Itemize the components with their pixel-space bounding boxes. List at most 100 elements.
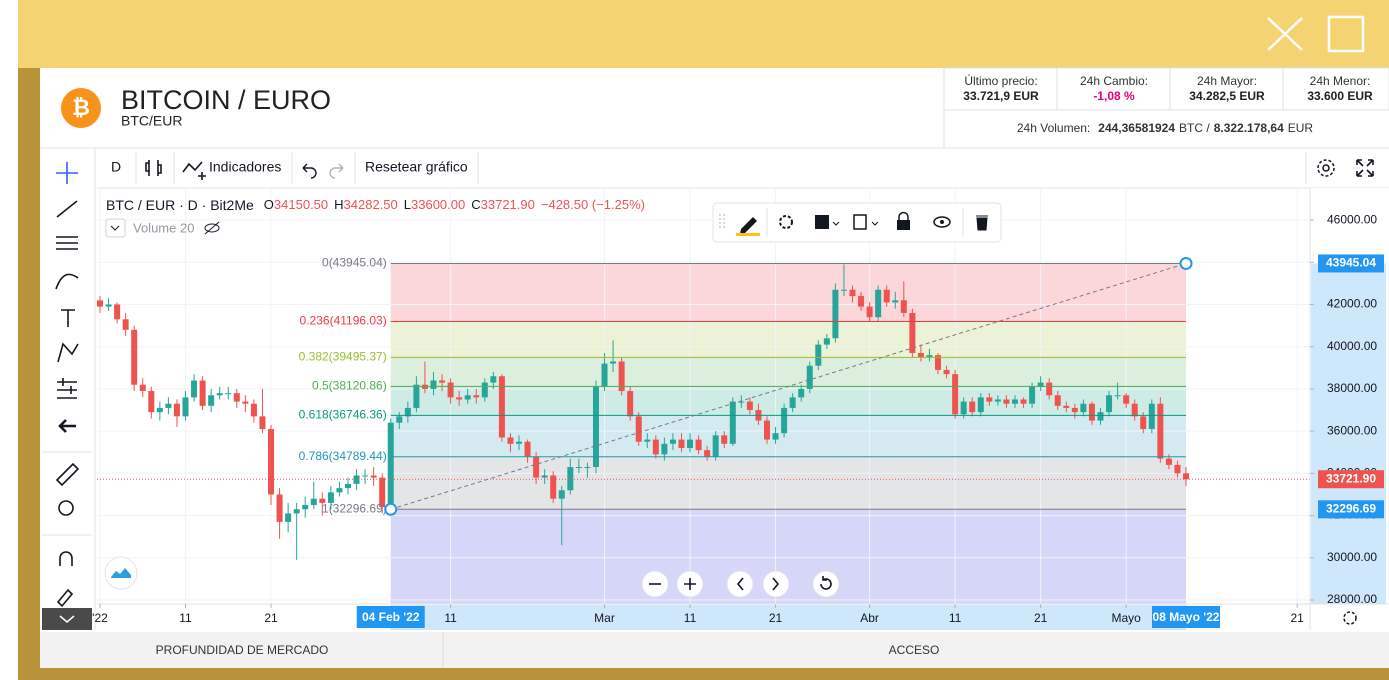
candle-body [695, 439, 702, 451]
candle-body [969, 401, 976, 413]
candle-body [1054, 395, 1061, 406]
fullscreen-button[interactable] [1356, 159, 1374, 177]
forecast-tool[interactable] [57, 378, 77, 399]
candle-body [285, 513, 292, 522]
chart-style-button[interactable] [145, 160, 162, 176]
clone-button[interactable] [853, 214, 867, 230]
candle-body [456, 397, 463, 400]
reset-view-button[interactable] [812, 570, 840, 598]
candle-body [883, 289, 890, 303]
maximize-button[interactable] [1327, 15, 1365, 53]
lock-button[interactable] [897, 220, 910, 230]
candle-body [567, 467, 574, 491]
undo-button[interactable] [302, 163, 317, 179]
candle-body [550, 475, 557, 499]
y-tick-label: 42000.00 [1327, 297, 1377, 311]
indicators-button[interactable]: Indicadores [209, 159, 281, 175]
scroll-left-button[interactable] [726, 570, 754, 598]
y-tick-label: 30000.00 [1327, 550, 1377, 564]
depth-tab[interactable]: PROFUNDIDAD DE MERCADO [156, 643, 329, 657]
candle-body [806, 365, 813, 389]
close-button[interactable] [1267, 17, 1303, 51]
price-label-box [1318, 470, 1384, 489]
candle-body [935, 355, 942, 370]
settings-button[interactable] [1317, 159, 1335, 177]
x-tick-label: '22 [92, 611, 108, 625]
grid [97, 188, 1310, 604]
stat-value: 34.282,5 EUR [1189, 89, 1265, 103]
candle-body [601, 363, 608, 387]
scroll-right-button[interactable] [762, 570, 790, 598]
candle-body [943, 369, 950, 375]
fib-anchor[interactable] [384, 502, 398, 516]
candle-body [1071, 407, 1078, 413]
y-tick-label: 40000.00 [1327, 339, 1377, 353]
zoom-tool[interactable] [58, 500, 74, 516]
candle-body [994, 399, 1001, 402]
line-color-button[interactable] [736, 217, 760, 236]
time-range-highlight [390, 605, 1187, 630]
reset-button[interactable]: Resetear gráfico [365, 159, 468, 175]
bottom-border [18, 668, 1389, 680]
trendline-tool[interactable] [56, 200, 78, 218]
visibility-button[interactable] [933, 216, 951, 228]
hide-volume[interactable] [204, 221, 220, 235]
legend-collapse[interactable] [105, 218, 126, 238]
candle-body [1174, 464, 1181, 474]
brush-tool[interactable] [55, 273, 79, 290]
settings-tool[interactable] [779, 215, 793, 229]
open-value: 34150.50 [274, 197, 328, 212]
candle-body [789, 397, 796, 408]
candle-body [498, 376, 505, 438]
x-tick-label: Abr [860, 611, 879, 625]
text-tool[interactable] [61, 309, 75, 327]
candle-body [131, 329, 138, 385]
candle-body [1148, 403, 1155, 430]
drawing-tools [55, 162, 80, 608]
candle-body [173, 403, 180, 417]
candle-body [396, 416, 403, 423]
fib-tool[interactable] [56, 236, 78, 250]
template-button[interactable] [815, 215, 829, 229]
candle-body [584, 467, 591, 469]
x-tick-label: Mayo [1111, 611, 1141, 625]
fib-anchor[interactable] [1179, 256, 1193, 270]
volume-eur: 8.322.178,64 [1214, 121, 1284, 135]
back-tool[interactable] [58, 419, 76, 433]
candle-body [952, 374, 959, 415]
redo-button[interactable] [329, 163, 344, 179]
candle-body [379, 477, 386, 508]
candle-body [327, 492, 334, 503]
candle-body [524, 441, 531, 457]
fib-zones [390, 263, 1187, 604]
interval-button[interactable]: D [111, 159, 121, 175]
stat-value: 33.721,9 EUR [963, 89, 1039, 103]
tools-collapse[interactable] [42, 608, 92, 630]
lock-tool[interactable] [56, 588, 74, 608]
indicators-icon[interactable] [182, 161, 206, 180]
stat-label: 24h Menor: [1310, 74, 1371, 88]
delete-button[interactable] [976, 215, 988, 231]
candle-body [233, 393, 240, 402]
x-tick-label: Mar [594, 611, 615, 625]
candle-body [823, 338, 830, 345]
pattern-tool[interactable] [57, 342, 79, 363]
high-label: H [334, 197, 343, 212]
axis-settings-button[interactable] [1343, 611, 1357, 625]
close-label: C [471, 197, 480, 212]
crosshair-tool[interactable] [56, 162, 78, 184]
candle-body [558, 490, 565, 499]
candle-body [892, 300, 899, 303]
stats-box [943, 67, 1389, 148]
candle-body [1165, 458, 1172, 465]
x-tick-label: 11 [949, 611, 962, 625]
fib-trend-line [390, 262, 1187, 510]
candle-body [242, 401, 249, 404]
fib-lines: 0(43945.04) 0.236(41196.03) 0.382(39495.37… [97, 256, 1310, 516]
ruler-tool[interactable] [55, 462, 80, 487]
magnet-tool[interactable] [59, 551, 73, 566]
left-border [18, 68, 40, 680]
access-tab[interactable]: ACCESO [889, 643, 940, 657]
